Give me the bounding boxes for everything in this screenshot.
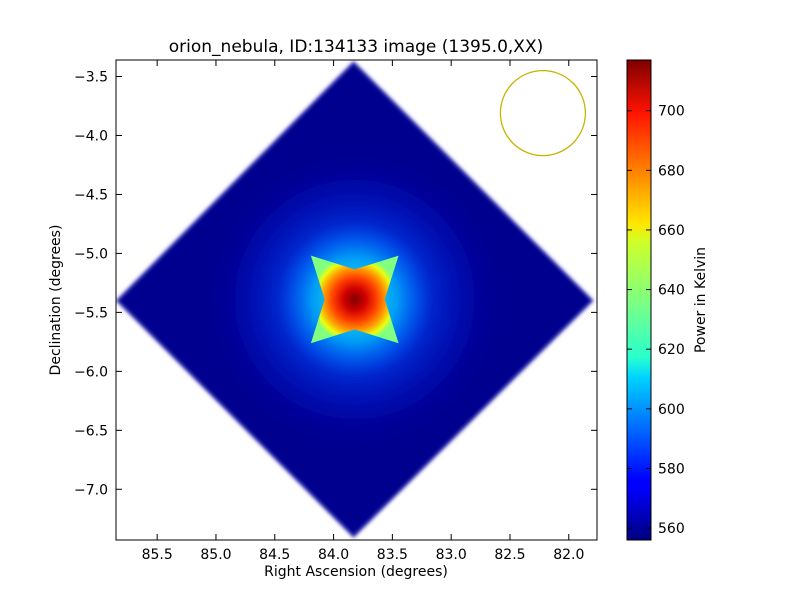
colorbar <box>627 60 651 540</box>
y-axis-label: Declination (degrees) <box>48 225 64 376</box>
y-tick-label: −5.5 <box>74 305 108 321</box>
beam-circle <box>499 69 587 157</box>
y-tick-label: −7.0 <box>74 482 108 498</box>
x-tick-label: 83.5 <box>377 547 408 563</box>
plot-area <box>116 60 594 538</box>
y-tick-label: −4.0 <box>74 128 108 144</box>
x-tick-label: 82.5 <box>494 547 525 563</box>
x-tick-label: 83.0 <box>436 547 467 563</box>
x-tick-label: 84.0 <box>318 547 349 563</box>
y-tick-label: −4.5 <box>74 187 108 203</box>
plot-title: orion_nebula, ID:134133 image (1395.0,XX… <box>169 37 543 57</box>
x-tick-label: 85.5 <box>142 547 173 563</box>
y-axis-ticks: −3.5 −4.0 −4.5 −5.0 −5.5 −6.0 −6.5 −7.0 <box>74 70 597 498</box>
colorbar-tick-label: 640 <box>658 283 685 299</box>
y-tick-label: −5.0 <box>74 246 108 262</box>
x-axis-label: Right Ascension (degrees) <box>264 564 448 580</box>
y-tick-label: −6.0 <box>74 364 108 380</box>
colorbar-tick-label: 560 <box>658 521 685 537</box>
y-tick-label: −3.5 <box>74 70 108 86</box>
colorbar-tick-label: 600 <box>658 402 685 418</box>
y-tick-label: −6.5 <box>74 423 108 439</box>
x-tick-label: 82.0 <box>553 547 584 563</box>
x-axis-ticks: 85.5 85.0 84.5 84.0 83.5 83.0 82.5 82.0 <box>142 60 584 563</box>
colorbar-tick-label: 620 <box>658 342 685 358</box>
emission-core <box>310 255 399 344</box>
colorbar-frame <box>626 59 652 541</box>
colorbar-ticks: 560 580 600 620 640 660 680 700 <box>627 104 685 537</box>
colorbar-tick-label: 580 <box>658 461 685 477</box>
x-tick-label: 84.5 <box>259 547 290 563</box>
x-tick-label: 85.0 <box>200 547 231 563</box>
axes-frame <box>115 59 598 541</box>
colorbar-tick-label: 680 <box>658 163 685 179</box>
colorbar-tick-label: 660 <box>658 223 685 239</box>
colorbar-tick-label: 700 <box>658 104 685 120</box>
colorbar-label: Power in Kelvin <box>693 247 709 353</box>
